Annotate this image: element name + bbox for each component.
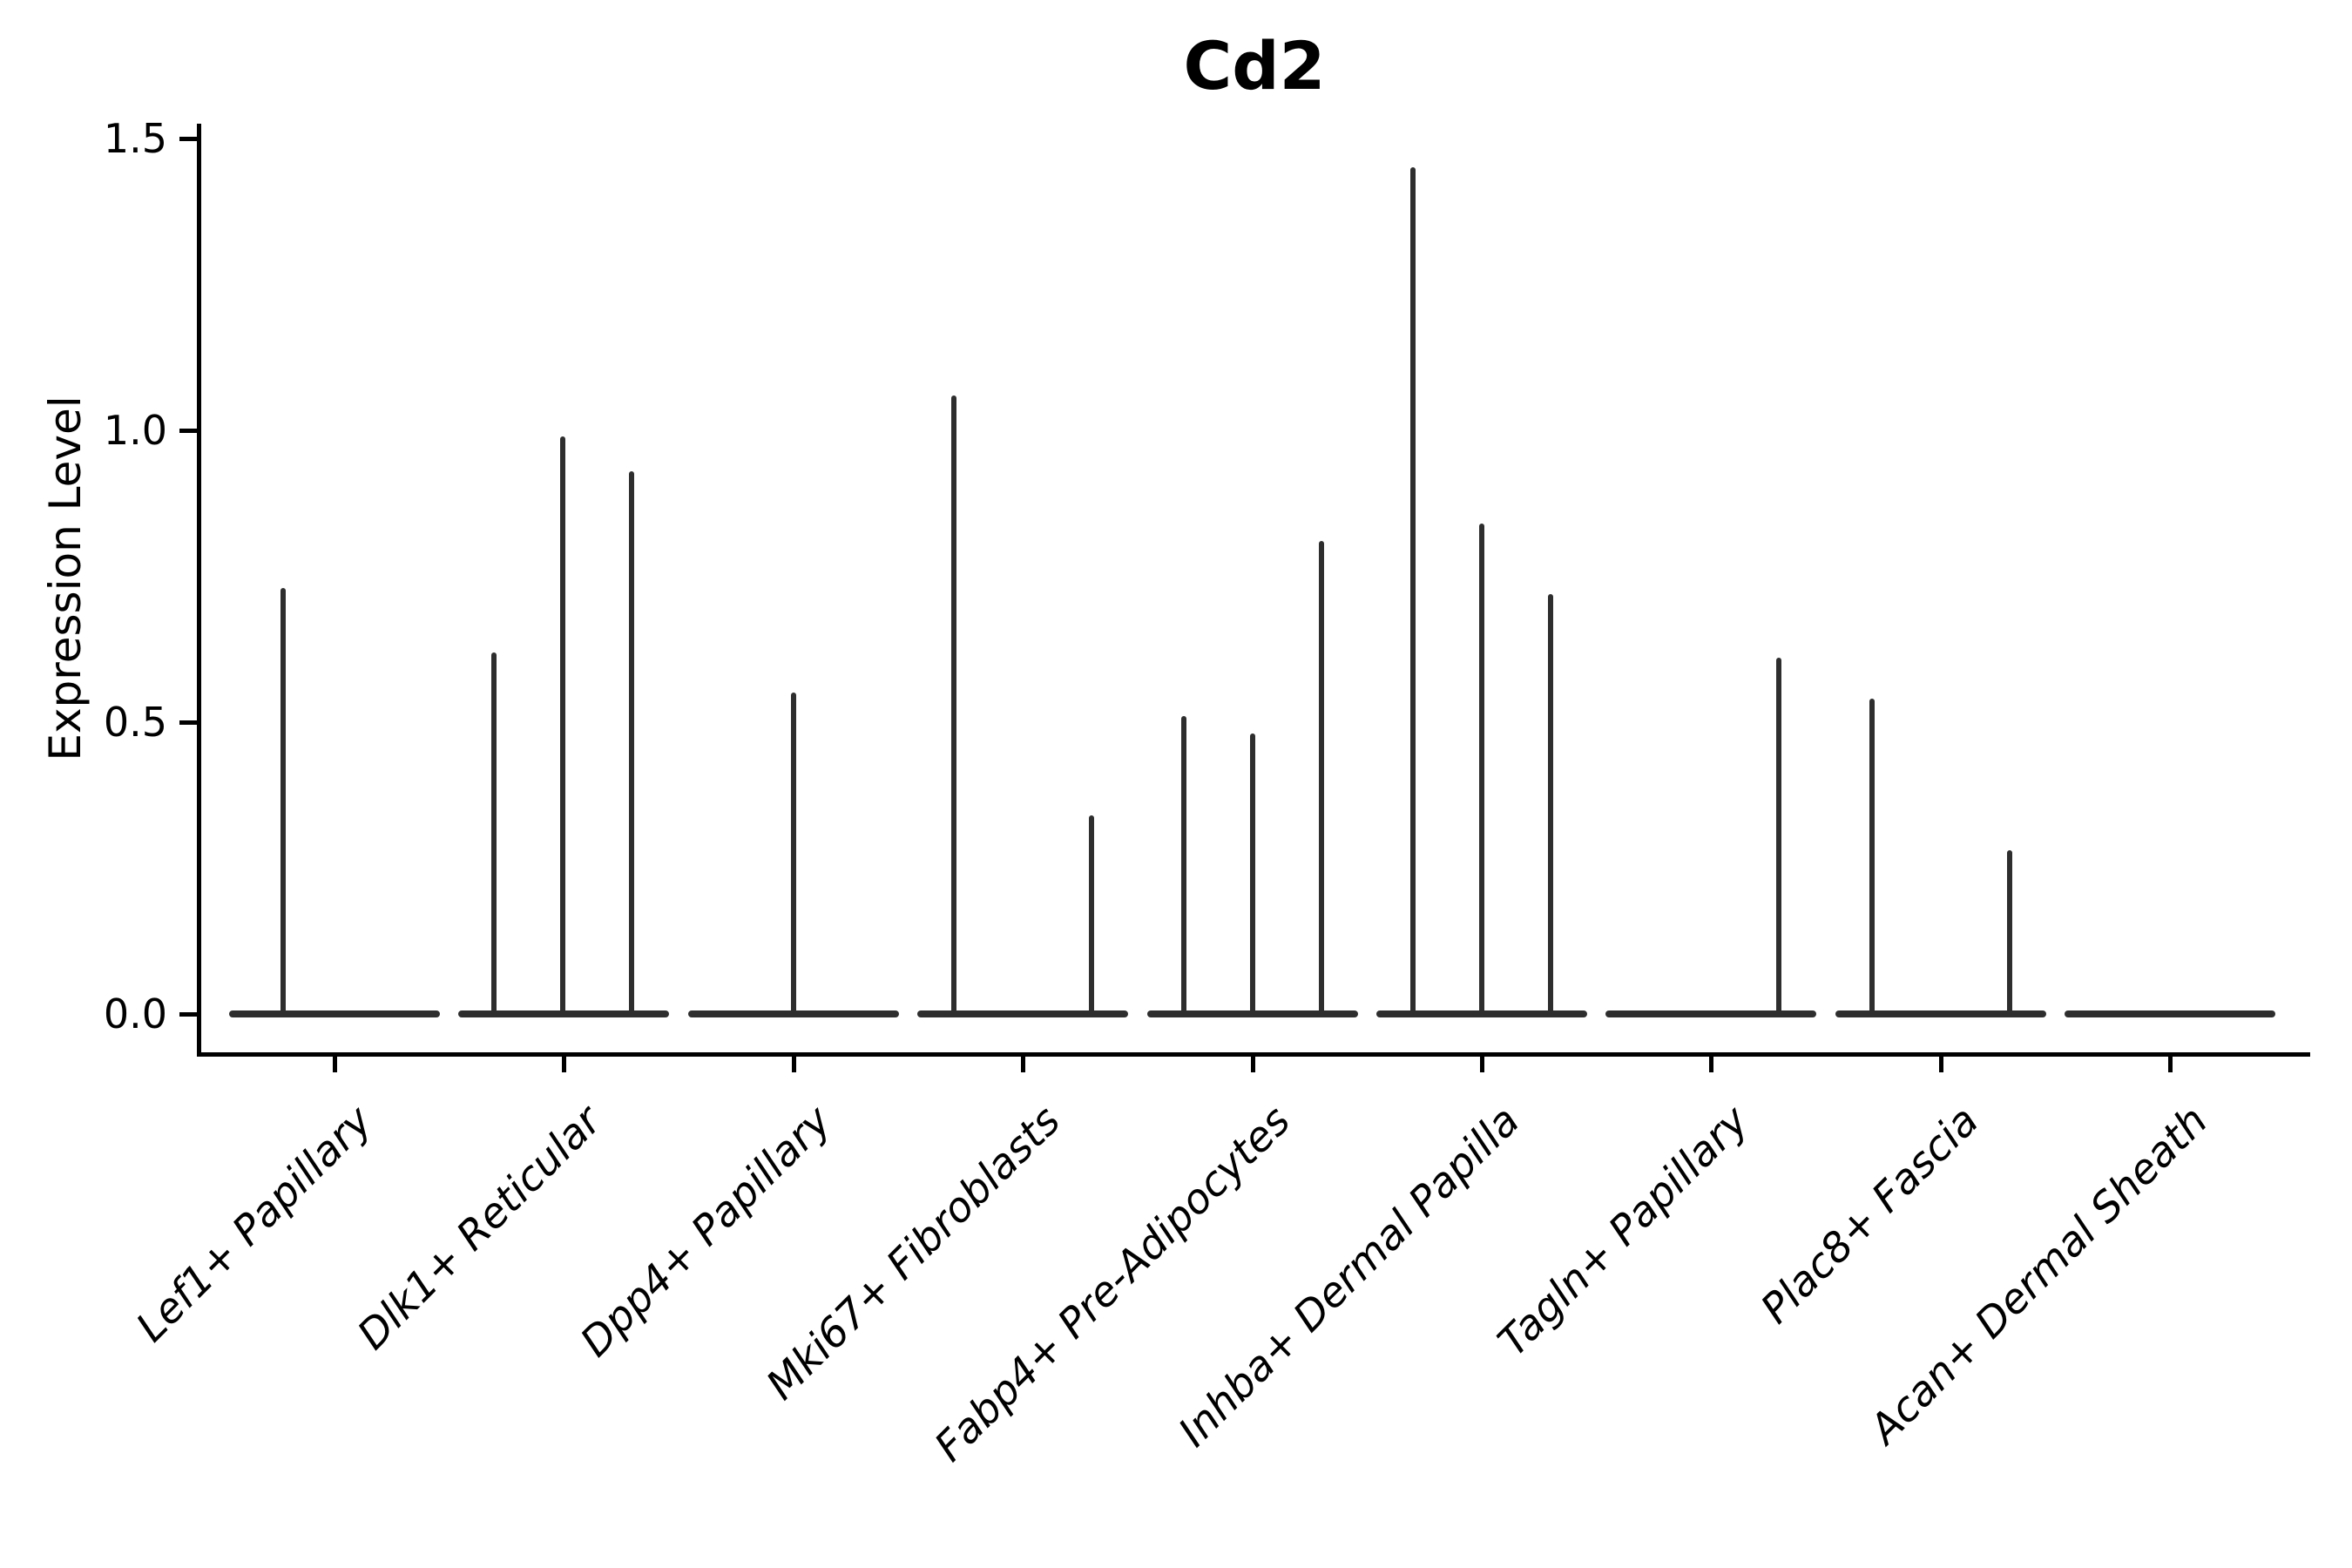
violin-baseline	[1835, 1010, 2046, 1017]
x-tick-label: Dpp4+ Papillary	[571, 1097, 841, 1367]
violin-spike	[1869, 699, 1875, 1014]
violin-spike	[629, 471, 635, 1014]
y-tick-label: 0.5	[103, 699, 167, 746]
violin-spike	[790, 693, 796, 1014]
y-tick-label: 1.0	[103, 407, 167, 454]
x-tick	[1250, 1057, 1255, 1072]
y-tick	[179, 429, 197, 433]
violin-baseline	[1376, 1010, 1587, 1017]
y-axis-spine	[197, 124, 201, 1057]
violin-spike	[2006, 850, 2012, 1014]
x-tick	[1021, 1057, 1026, 1072]
x-tick-label: Tagln+ Papillary	[1489, 1097, 1759, 1366]
y-tick-label: 0.0	[103, 990, 167, 1037]
x-tick	[2168, 1057, 2173, 1072]
violin-spike	[491, 652, 497, 1014]
violin-baseline	[687, 1010, 899, 1017]
violin-spike	[1089, 815, 1095, 1014]
violin-spike	[1180, 716, 1186, 1014]
x-tick	[1938, 1057, 1943, 1072]
x-tick	[1480, 1057, 1484, 1072]
chart-title: Cd2	[1183, 27, 1326, 105]
x-tick	[333, 1057, 337, 1072]
x-tick-label: Plac8+ Fascia	[1751, 1097, 1988, 1334]
y-tick-label: 1.5	[103, 115, 167, 162]
x-axis-spine	[197, 1052, 2310, 1057]
violin-baseline	[229, 1010, 440, 1017]
violin-spike	[280, 588, 286, 1014]
violin-spike	[1548, 594, 1553, 1014]
x-tick	[562, 1057, 567, 1072]
violin-spike	[1776, 658, 1782, 1014]
y-tick	[179, 137, 197, 141]
x-tick-label: Lef1+ Papillary	[127, 1097, 382, 1352]
x-tick-label: Dlk1+ Reticular	[348, 1097, 612, 1360]
x-tick	[1709, 1057, 1714, 1072]
violin-spike	[951, 395, 957, 1014]
violin-baseline	[1605, 1010, 1817, 1017]
violin-spike	[1318, 541, 1324, 1014]
violin-baseline	[1146, 1010, 1358, 1017]
violin-spike	[1479, 524, 1484, 1014]
y-tick	[179, 720, 197, 725]
violin-baseline	[2065, 1010, 2276, 1017]
x-tick	[791, 1057, 796, 1072]
violin-baseline	[917, 1010, 1129, 1017]
violin-spike	[1249, 733, 1255, 1014]
violin-baseline	[458, 1010, 670, 1017]
violin-spike	[1410, 167, 1416, 1014]
violin-spike	[560, 436, 566, 1014]
y-tick	[179, 1012, 197, 1017]
